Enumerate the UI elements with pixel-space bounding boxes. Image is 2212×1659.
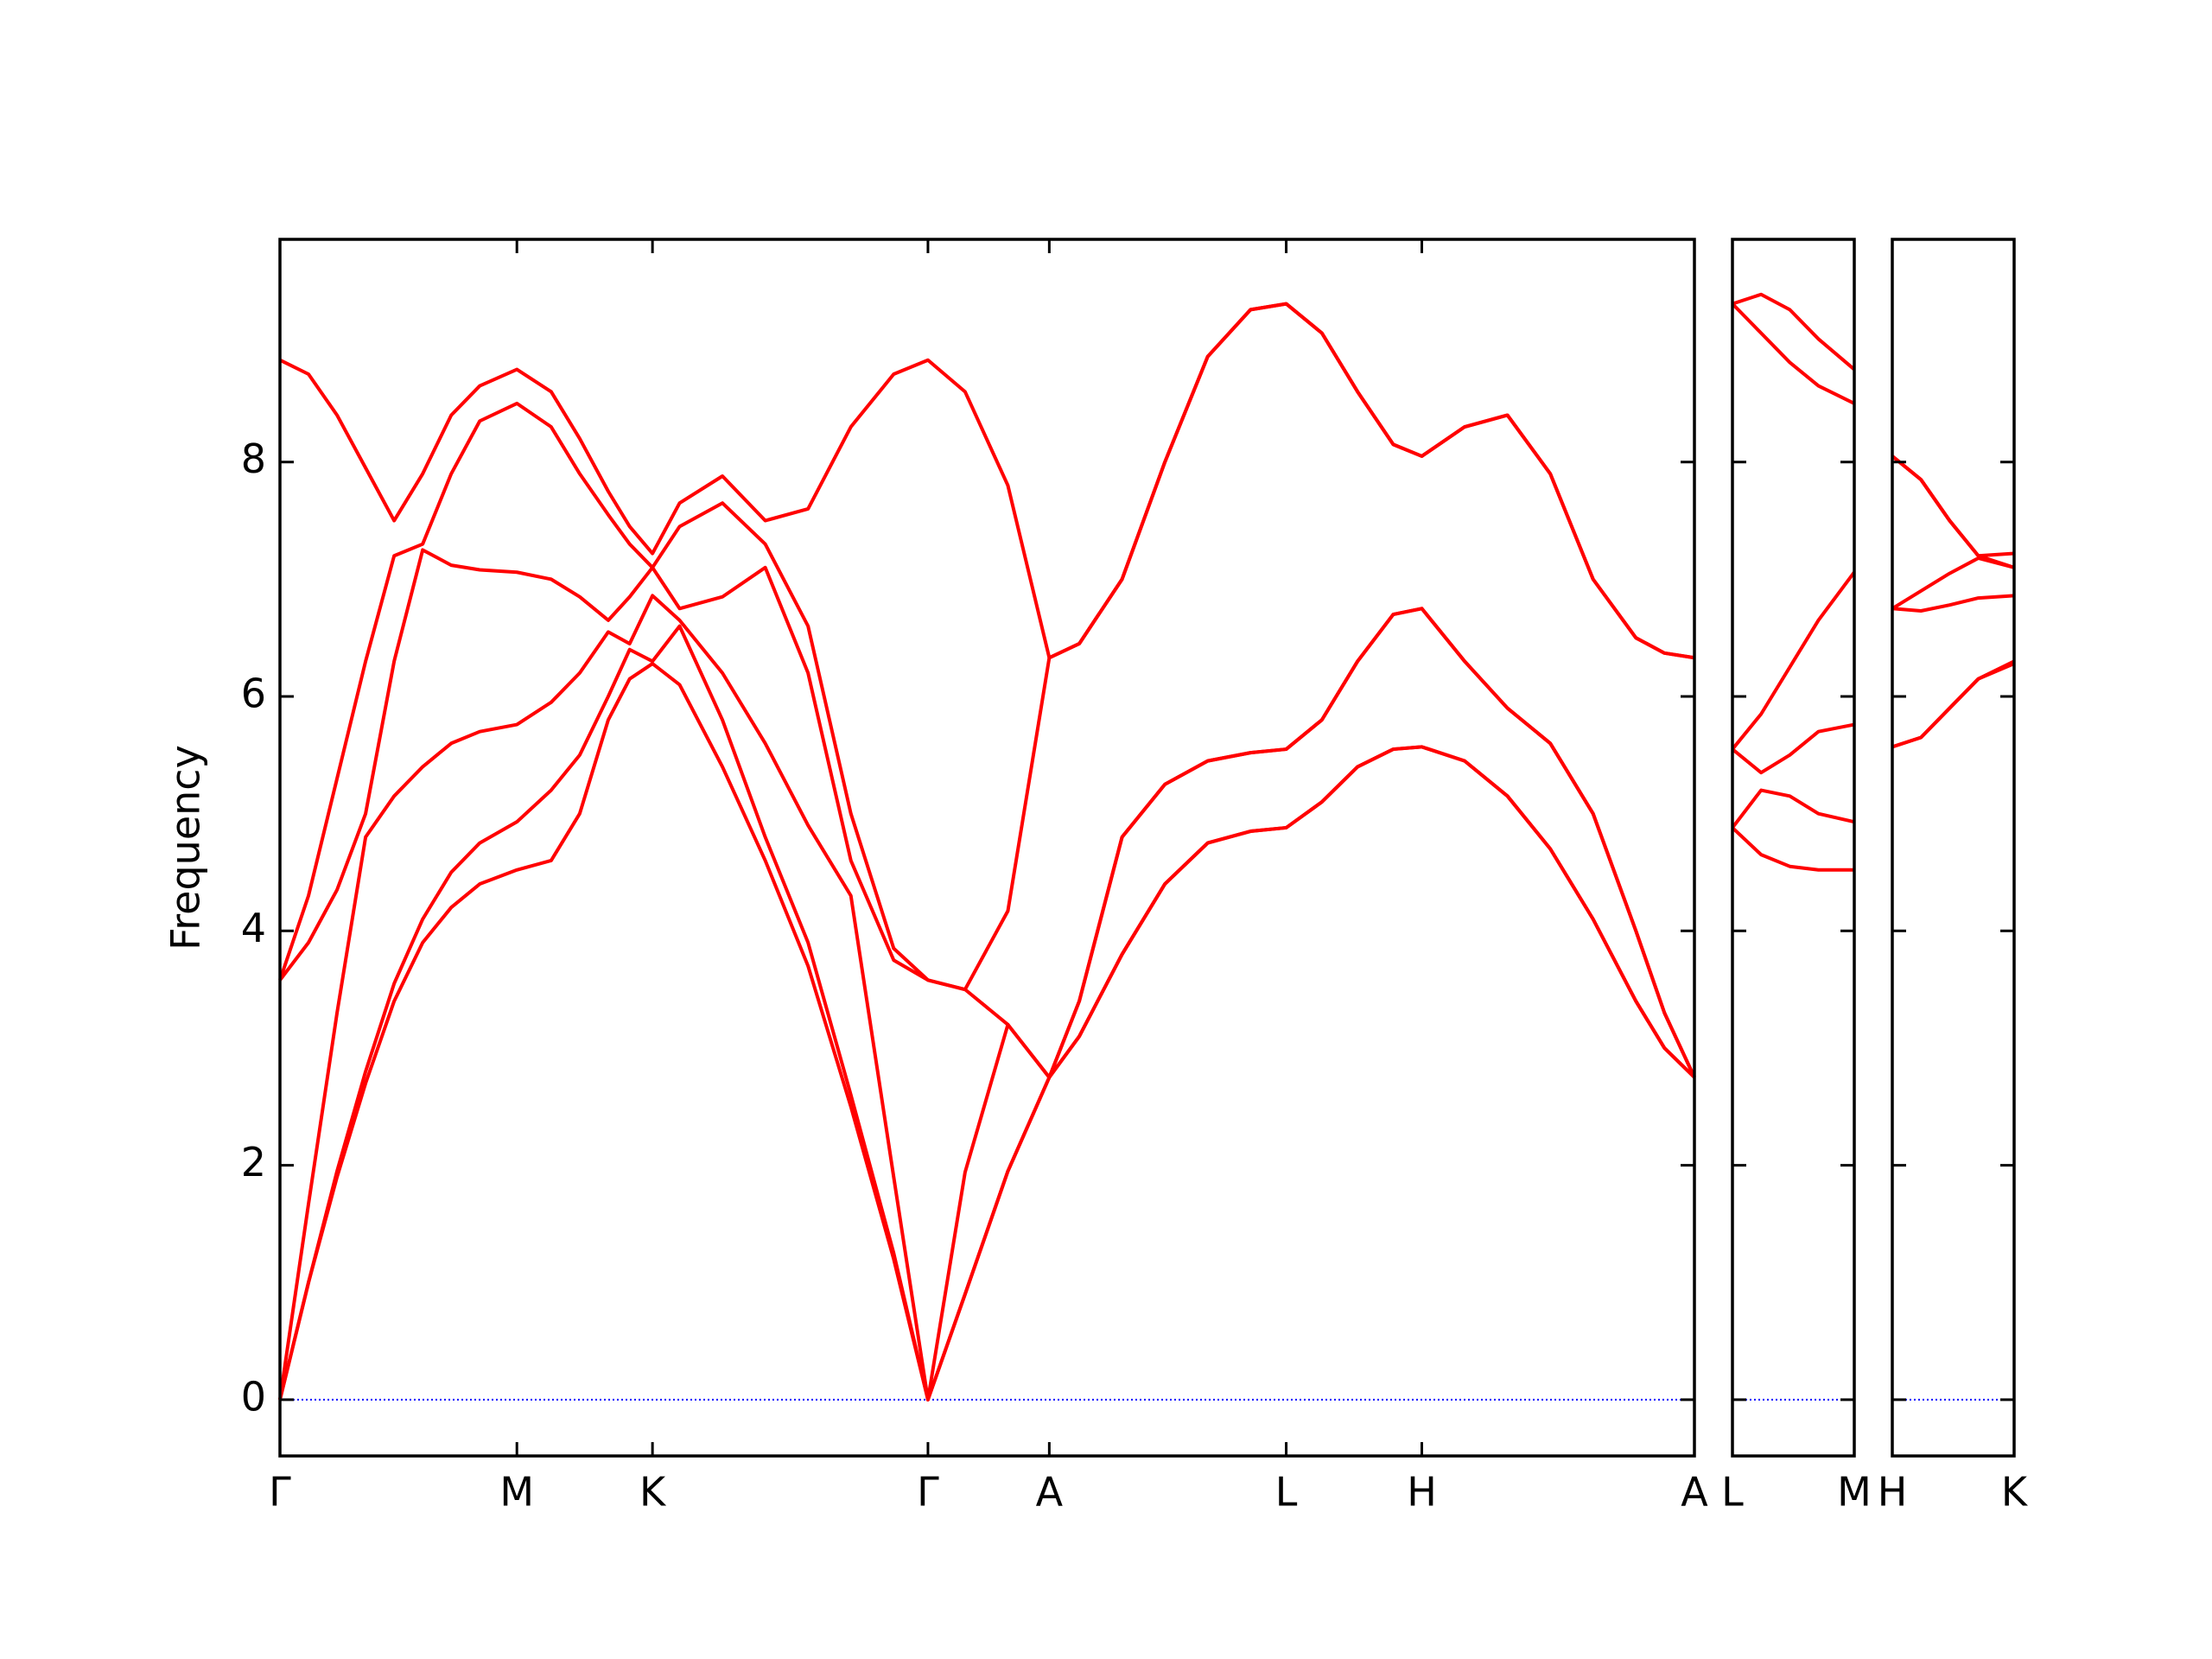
x-tick-label: L [1275,1469,1298,1516]
x-tick-label: H [1878,1469,1908,1516]
plot-frame [278,238,1696,1458]
y-tick-label: 6 [241,671,266,717]
y-tick-label: 8 [241,435,266,482]
band-line [1891,454,2015,558]
x-tick-label: M [1837,1469,1872,1516]
band-line [1731,826,1854,872]
band-line [1732,292,1856,372]
y-tick-label: 4 [241,905,266,951]
band-line [1891,659,2015,749]
y-axis-label: Frequency [162,745,209,950]
x-tick-label: A [1036,1469,1064,1516]
y-tick-label: 2 [241,1139,266,1185]
plot-frame [1891,238,2016,1458]
band-line [1731,302,1855,405]
band-line [1731,788,1855,830]
x-tick-label: H [1407,1469,1437,1516]
x-tick-label: Γ [917,1469,939,1516]
x-tick-label: K [2001,1469,2029,1516]
band-line [1731,571,1856,751]
band-line [279,302,1695,660]
plot-frame [1731,238,1856,1458]
band-line [1731,722,1855,775]
x-tick-label: A [1681,1469,1708,1516]
x-tick-label: Γ [269,1469,291,1516]
x-tick-label: M [499,1469,534,1516]
x-tick-label: L [1721,1469,1744,1516]
y-tick-label: 0 [241,1373,266,1420]
x-tick-label: K [639,1469,667,1516]
band-line [1891,594,2015,613]
